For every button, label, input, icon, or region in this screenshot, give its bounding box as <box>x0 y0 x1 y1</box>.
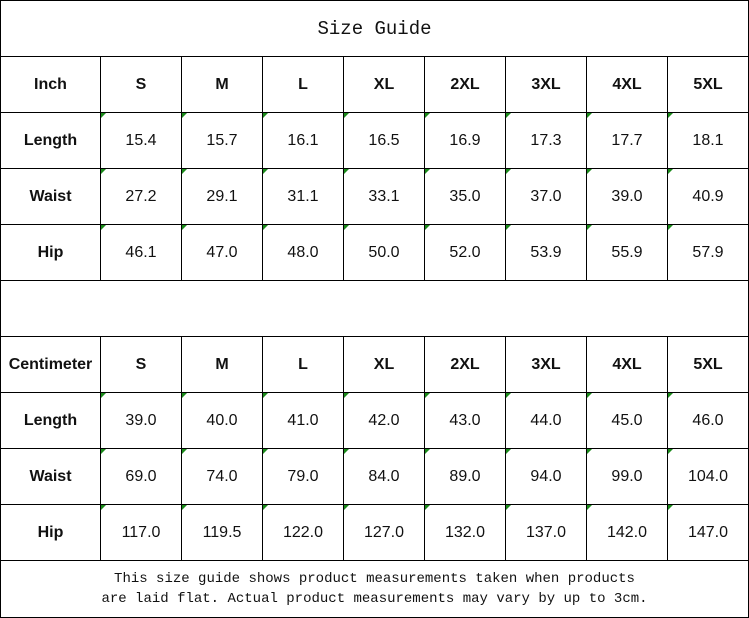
size-header: M <box>181 336 263 393</box>
size-header: M <box>181 56 263 113</box>
size-header: XL <box>343 336 425 393</box>
value-cell: 117.0 <box>100 504 182 561</box>
value-cell: 39.0 <box>586 168 668 225</box>
size-header: 2XL <box>424 56 506 113</box>
measurement-row: Length 39.0 40.0 41.0 42.0 43.0 44.0 45.0 46.0 <box>0 392 749 449</box>
value-cell: 15.4 <box>100 112 182 169</box>
value-cell: 53.9 <box>505 224 587 281</box>
value-cell: 35.0 <box>424 168 506 225</box>
value-cell: 89.0 <box>424 448 506 505</box>
header-row: Centimeter S M L XL 2XL 3XL 4XL 5XL <box>0 336 749 393</box>
title-row: Size Guide <box>0 0 749 57</box>
value-cell: 127.0 <box>343 504 425 561</box>
footer-note: This size guide shows product measuremen… <box>0 560 749 618</box>
value-cell: 142.0 <box>586 504 668 561</box>
row-label: Waist <box>0 448 101 505</box>
value-cell: 119.5 <box>181 504 263 561</box>
value-cell: 74.0 <box>181 448 263 505</box>
row-label: Hip <box>0 504 101 561</box>
value-cell: 41.0 <box>262 392 344 449</box>
value-cell: 137.0 <box>505 504 587 561</box>
value-cell: 94.0 <box>505 448 587 505</box>
unit-header: Inch <box>0 56 101 113</box>
value-cell: 79.0 <box>262 448 344 505</box>
size-header: 4XL <box>586 56 668 113</box>
value-cell: 104.0 <box>667 448 749 505</box>
value-cell: 31.1 <box>262 168 344 225</box>
value-cell: 16.5 <box>343 112 425 169</box>
row-label: Hip <box>0 224 101 281</box>
size-header: S <box>100 56 182 113</box>
value-cell: 39.0 <box>100 392 182 449</box>
value-cell: 69.0 <box>100 448 182 505</box>
footer-line: This size guide shows product measuremen… <box>114 571 635 587</box>
value-cell: 84.0 <box>343 448 425 505</box>
blank-cell <box>0 280 749 337</box>
value-cell: 47.0 <box>181 224 263 281</box>
value-cell: 57.9 <box>667 224 749 281</box>
value-cell: 147.0 <box>667 504 749 561</box>
value-cell: 15.7 <box>181 112 263 169</box>
value-cell: 42.0 <box>343 392 425 449</box>
size-header: 3XL <box>505 336 587 393</box>
size-header: 3XL <box>505 56 587 113</box>
row-label: Waist <box>0 168 101 225</box>
value-cell: 132.0 <box>424 504 506 561</box>
unit-header: Centimeter <box>0 336 101 393</box>
value-cell: 55.9 <box>586 224 668 281</box>
row-label: Length <box>0 392 101 449</box>
value-cell: 16.1 <box>262 112 344 169</box>
measurement-row: Length 15.4 15.7 16.1 16.5 16.9 17.3 17.7 18.1 <box>0 112 749 169</box>
value-cell: 99.0 <box>586 448 668 505</box>
measurement-row: Hip 46.1 47.0 48.0 50.0 52.0 53.9 55.9 57.9 <box>0 224 749 281</box>
value-cell: 27.2 <box>100 168 182 225</box>
value-cell: 122.0 <box>262 504 344 561</box>
footer-line: are laid flat. Actual product measuremen… <box>101 591 648 607</box>
size-header: L <box>262 56 344 113</box>
size-header: XL <box>343 56 425 113</box>
measurement-row: Waist 27.2 29.1 31.1 33.1 35.0 37.0 39.0 40.9 <box>0 168 749 225</box>
value-cell: 16.9 <box>424 112 506 169</box>
measurement-row: Waist 69.0 74.0 79.0 84.0 89.0 94.0 99.0 104.0 <box>0 448 749 505</box>
value-cell: 44.0 <box>505 392 587 449</box>
value-cell: 52.0 <box>424 224 506 281</box>
value-cell: 40.0 <box>181 392 263 449</box>
value-cell: 40.9 <box>667 168 749 225</box>
value-cell: 17.7 <box>586 112 668 169</box>
size-header: 5XL <box>667 56 749 113</box>
value-cell: 50.0 <box>343 224 425 281</box>
value-cell: 48.0 <box>262 224 344 281</box>
value-cell: 43.0 <box>424 392 506 449</box>
value-cell: 18.1 <box>667 112 749 169</box>
size-header: 5XL <box>667 336 749 393</box>
row-label: Length <box>0 112 101 169</box>
value-cell: 37.0 <box>505 168 587 225</box>
value-cell: 33.1 <box>343 168 425 225</box>
spacer-row <box>0 280 749 337</box>
page-title: Size Guide <box>0 0 749 57</box>
value-cell: 46.1 <box>100 224 182 281</box>
header-row: Inch S M L XL 2XL 3XL 4XL 5XL <box>0 56 749 113</box>
value-cell: 46.0 <box>667 392 749 449</box>
footer-row: This size guide shows product measuremen… <box>0 560 749 618</box>
measurement-row: Hip 117.0 119.5 122.0 127.0 132.0 137.0 142.0 14… <box>0 504 749 561</box>
size-header: L <box>262 336 344 393</box>
size-header: S <box>100 336 182 393</box>
value-cell: 45.0 <box>586 392 668 449</box>
value-cell: 29.1 <box>181 168 263 225</box>
value-cell: 17.3 <box>505 112 587 169</box>
size-header: 2XL <box>424 336 506 393</box>
size-header: 4XL <box>586 336 668 393</box>
